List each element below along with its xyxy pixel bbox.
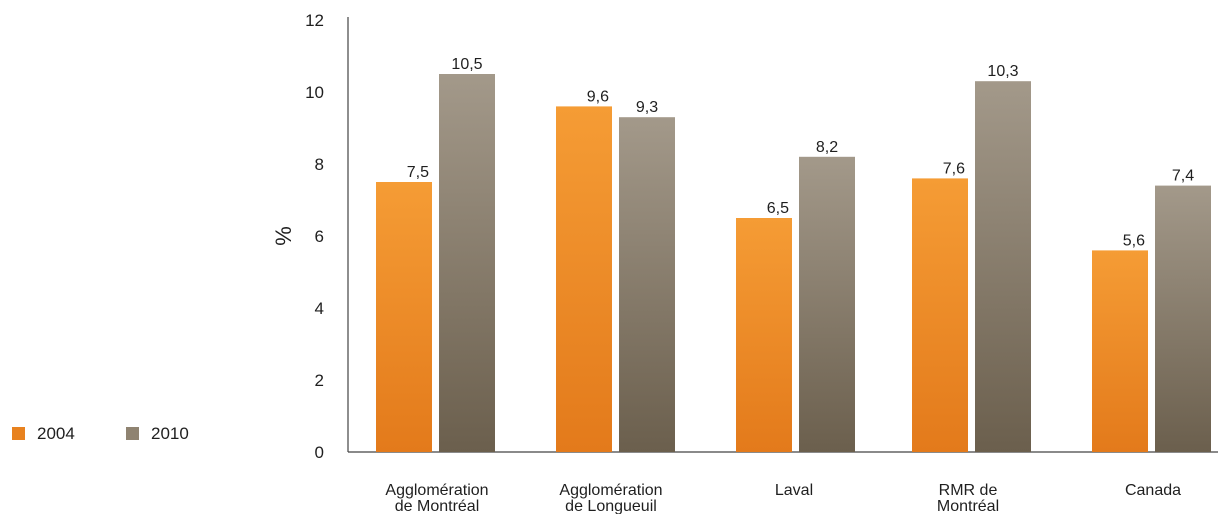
y-tick-label: 12 — [305, 11, 324, 30]
value-label-2010-4: 7,4 — [1172, 168, 1194, 185]
y-tick-label: 6 — [315, 227, 324, 246]
x-tick-label: Agglomération — [559, 482, 662, 499]
bars — [376, 74, 1211, 453]
legend-swatch-2004 — [12, 427, 25, 440]
y-tick-label: 0 — [315, 443, 324, 462]
value-label-2010-2: 8,2 — [816, 139, 838, 156]
x-tick-label: Laval — [775, 482, 813, 499]
legend-label-2004: 2004 — [37, 424, 75, 443]
y-tick-label: 2 — [315, 371, 324, 390]
value-label-2004-0: 7,5 — [407, 164, 429, 181]
value-label-2010-1: 9,3 — [636, 99, 658, 116]
x-tick-label: Canada — [1125, 482, 1181, 499]
y-tick-label: 8 — [315, 155, 324, 174]
bar-2010-1 — [619, 117, 675, 452]
x-tick-label: Montréal — [937, 498, 999, 514]
value-label-2010-0: 10,5 — [451, 56, 482, 73]
legend: 2004 2010 — [12, 424, 189, 443]
value-label-2004-4: 5,6 — [1123, 232, 1145, 249]
bar-2010-2 — [799, 156, 855, 453]
bar-2004-1 — [556, 106, 612, 453]
y-tick-label: 10 — [305, 83, 324, 102]
bar-2010-4 — [1155, 185, 1211, 452]
y-axis-label: % — [271, 226, 296, 246]
bar-2004-3 — [912, 178, 968, 452]
bar-2004-0 — [376, 182, 432, 452]
value-labels: 7,5 9,6 6,5 7,6 5,6 10,5 9,3 8,2 10,3 7,4 — [407, 56, 1194, 249]
x-tick-label: RMR de — [939, 482, 998, 499]
x-tick-label: de Montréal — [395, 498, 480, 514]
legend-label-2010: 2010 — [151, 424, 189, 443]
value-label-2004-3: 7,6 — [943, 160, 965, 177]
legend-swatch-2010 — [126, 427, 139, 440]
y-axis-ticks: 0 2 4 6 8 10 12 — [305, 11, 324, 462]
x-tick-label: de Longueuil — [565, 498, 657, 514]
x-tick-label: Agglomération — [385, 482, 488, 499]
bar-2010-0 — [439, 74, 495, 452]
y-tick-label: 4 — [315, 299, 324, 318]
bar-2010-3 — [975, 81, 1031, 452]
value-label-2004-2: 6,5 — [767, 200, 789, 217]
value-label-2004-1: 9,6 — [587, 88, 609, 105]
bar-2004-4 — [1092, 250, 1148, 452]
value-label-2010-3: 10,3 — [987, 63, 1018, 80]
bar-2004-2 — [736, 218, 792, 452]
